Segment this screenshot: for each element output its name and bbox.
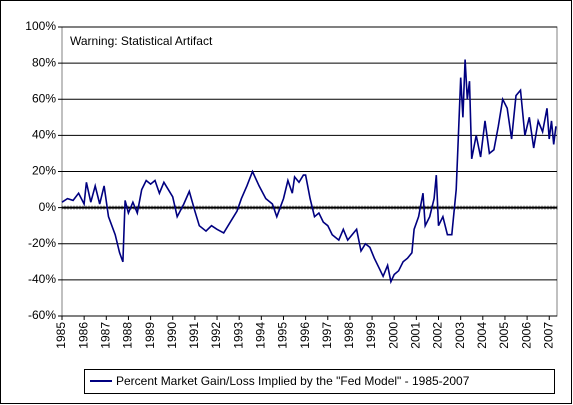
y-tick-label: -20% <box>28 236 56 250</box>
x-tick-label: 1995 <box>276 322 290 349</box>
x-tick-label: 1994 <box>254 322 268 349</box>
y-tick-label: 40% <box>32 128 56 142</box>
x-tick-label: 2004 <box>475 322 489 349</box>
x-tick-label: 1990 <box>165 322 179 349</box>
x-tick-label: 1992 <box>209 322 223 349</box>
y-tick-label: -60% <box>28 308 56 322</box>
x-tick-label: 2001 <box>409 322 423 349</box>
legend-label: Percent Market Gain/Loss Implied by the … <box>116 374 470 388</box>
x-tick-label: 1993 <box>231 322 245 349</box>
y-tick-label: 60% <box>32 91 56 105</box>
y-tick-label: 100% <box>25 19 56 33</box>
x-tick-label: 1991 <box>187 322 201 349</box>
x-tick-label: 2005 <box>497 322 511 349</box>
y-tick-label: -40% <box>28 272 56 286</box>
annotation: Warning: Statistical Artifact <box>70 34 213 48</box>
x-tick-label: 2006 <box>519 322 533 349</box>
x-tick-label: 2000 <box>386 322 400 349</box>
x-tick-label: 1986 <box>76 322 90 349</box>
x-tick-label: 1987 <box>98 322 112 349</box>
y-tick-label: 80% <box>32 55 56 69</box>
y-tick-label: 0% <box>39 200 57 214</box>
y-tick-label: 20% <box>32 164 56 178</box>
x-tick-label: 1988 <box>121 322 135 349</box>
x-tick-label: 1997 <box>320 322 334 349</box>
x-tick-label: 1998 <box>342 322 356 349</box>
x-tick-label: 1985 <box>54 322 68 349</box>
data-line <box>61 59 557 285</box>
x-tick-label: 1999 <box>364 322 378 349</box>
x-tick-label: 1996 <box>298 322 312 349</box>
legend <box>84 369 555 394</box>
x-tick-label: 1989 <box>143 322 157 349</box>
x-tick-label: 2007 <box>541 322 555 349</box>
x-tick-label: 2003 <box>453 322 467 349</box>
x-tick-label: 2002 <box>431 322 445 349</box>
